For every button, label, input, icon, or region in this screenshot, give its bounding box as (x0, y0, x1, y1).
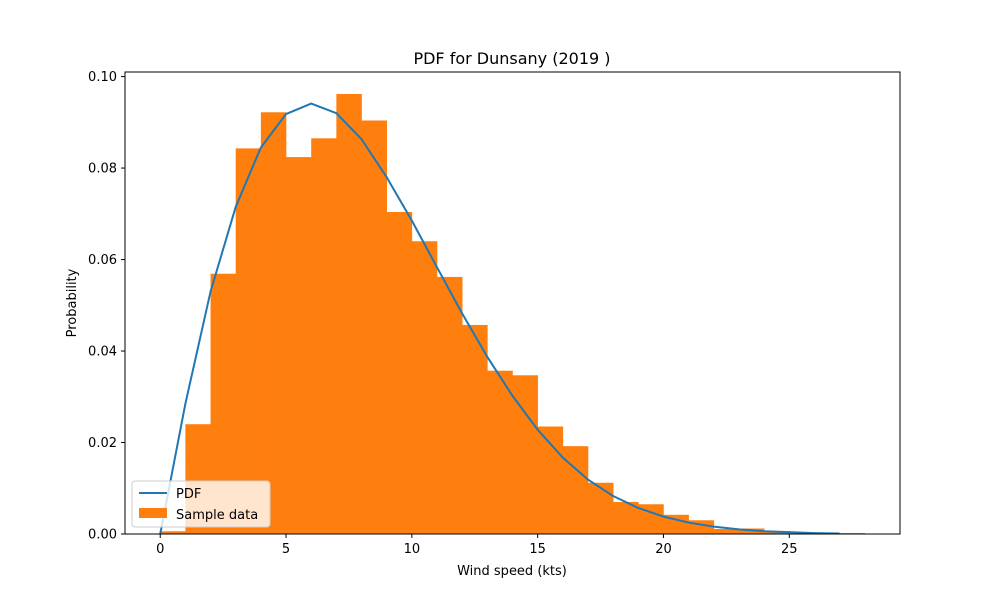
y-tick-label: 0.08 (88, 162, 117, 177)
legend: PDF Sample data (131, 480, 271, 528)
y-tick-label: 0.04 (88, 345, 117, 360)
y-tick-label: 0.02 (88, 436, 117, 451)
x-tick-label: 10 (404, 542, 421, 557)
histogram-bar (713, 528, 740, 534)
x-tick-label: 0 (156, 542, 164, 557)
x-axis-label: Wind speed (kts) (457, 564, 567, 579)
x-tick-label: 20 (655, 542, 672, 557)
pdf-line (159, 102, 840, 535)
legend-sample-label: Sample data (176, 508, 258, 523)
histogram-bar (286, 157, 312, 535)
x-tick-label: 5 (282, 542, 290, 557)
histogram-bar (487, 370, 513, 534)
y-axis: 0.00 0.02 0.04 0.06 0.08 0.10 (88, 70, 125, 543)
histogram-bar (311, 138, 337, 535)
x-axis: 0 5 10 15 20 25 (156, 534, 798, 557)
histogram-bar (613, 501, 639, 534)
histogram-bar (160, 531, 186, 534)
histogram-bar (235, 148, 262, 534)
y-tick-label: 0.00 (88, 528, 117, 543)
y-tick-label: 0.10 (88, 70, 117, 85)
histogram-bar (260, 112, 287, 534)
histogram-bar (336, 93, 362, 535)
histogram-bar (764, 532, 790, 534)
legend-pdf-label: PDF (176, 487, 201, 502)
y-tick-label: 0.06 (88, 253, 117, 268)
pdf-line-group (159, 102, 840, 535)
histogram-bar (663, 514, 689, 534)
histogram-bar (587, 482, 614, 534)
histogram-bar (437, 276, 463, 534)
chart-title: PDF for Dunsany (2019 ) (413, 49, 610, 68)
histogram-bar (462, 324, 488, 534)
histogram-bar (411, 241, 438, 534)
histogram-bar (512, 375, 538, 534)
plot-frame (124, 71, 901, 535)
histogram-bar (361, 120, 387, 535)
histogram-bar (386, 211, 413, 534)
legend-sample-swatch (139, 508, 167, 518)
histogram-bar (562, 446, 589, 534)
y-axis-label: Probability (65, 268, 80, 337)
x-tick-label: 15 (529, 542, 546, 557)
x-tick-label: 25 (781, 542, 798, 557)
